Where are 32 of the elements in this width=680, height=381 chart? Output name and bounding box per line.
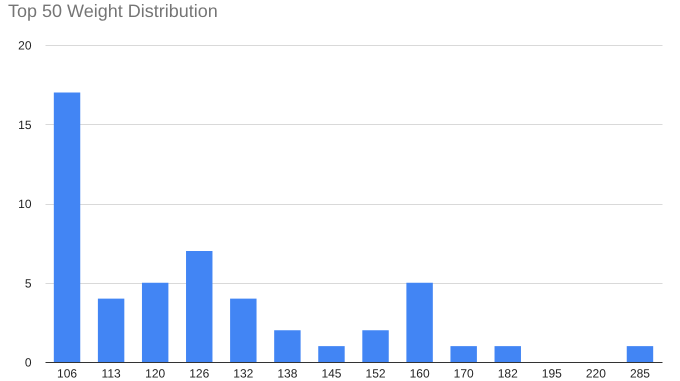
bar [362,330,389,362]
x-tick-label: 182 [498,366,518,380]
y-tick-label: 5 [24,276,32,290]
y-tick-label: 15 [18,118,32,132]
x-tick-label: 138 [277,366,298,380]
bar [54,92,80,362]
x-tick-label: 145 [321,366,342,380]
bar [494,346,521,362]
x-tick-label: 160 [410,366,430,380]
bar [318,346,345,362]
bar [186,251,212,362]
x-tick-label: 113 [102,366,121,380]
bar [274,330,301,362]
x-tick-label: 195 [542,366,562,380]
bar [98,298,124,362]
x-tick-label: 120 [145,366,166,380]
x-tick-label: 106 [57,366,78,380]
x-tick-label: 285 [630,366,650,380]
bar [230,298,257,362]
chart-title: Top 50 Weight Distribution [8,1,218,21]
x-tick-label: 132 [233,366,254,380]
y-tick-label: 20 [18,38,32,52]
bar [450,346,477,362]
bar [142,282,168,362]
y-tick-label: 10 [18,197,32,211]
y-tick-label: 0 [24,356,32,370]
x-tick-label: 126 [189,366,210,380]
x-tick-label: 220 [586,366,606,380]
x-tick-label: 152 [366,366,386,380]
x-tick-label: 170 [454,366,474,380]
bar [626,346,654,362]
bar [406,282,433,362]
